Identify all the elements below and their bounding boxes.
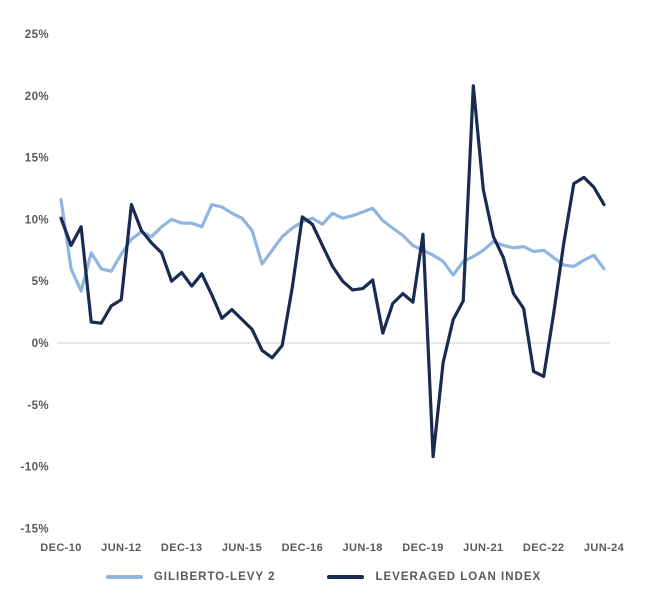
legend-swatch-giliberto-levy-2 bbox=[105, 575, 143, 579]
series-line-0-giliberto-levy-2 bbox=[59, 198, 606, 293]
y-axis-labels: 25% 20% 15% 10% 5% 0% -5% -10% -15% bbox=[21, 29, 49, 535]
x-tick-label: JUN-12 bbox=[101, 542, 141, 554]
y-tick-label: -5% bbox=[27, 400, 49, 412]
legend-label-giliberto-levy-2: GILIBERTO-LEVY 2 bbox=[153, 571, 276, 583]
x-tick-label: JUN-15 bbox=[222, 542, 262, 554]
legend: GILIBERTO-LEVY 2 LEVERAGED LOAN INDEX bbox=[0, 564, 647, 590]
y-tick-label: 5% bbox=[32, 276, 49, 288]
legend-swatch-leveraged-loan-index bbox=[327, 575, 365, 579]
x-axis-labels: DEC-10 JUN-12 DEC-13 JUN-15 DEC-16 JUN-18 DEC-… bbox=[40, 542, 624, 554]
y-tick-label: 10% bbox=[25, 214, 49, 226]
legend-item-giliberto-levy-2: GILIBERTO-LEVY 2 bbox=[105, 571, 276, 583]
y-tick-label: 25% bbox=[25, 29, 49, 41]
legend-label-leveraged-loan-index: LEVERAGED LOAN INDEX bbox=[375, 571, 542, 583]
x-tick-label: DEC-13 bbox=[161, 542, 203, 554]
y-tick-label: -15% bbox=[21, 523, 49, 535]
y-tick-label: 20% bbox=[25, 91, 49, 103]
series-line-1-leveraged-loan-index bbox=[59, 84, 606, 459]
x-tick-label: JUN-21 bbox=[463, 542, 503, 554]
x-tick-label: DEC-19 bbox=[402, 542, 444, 554]
x-tick-label: DEC-22 bbox=[523, 542, 565, 554]
series-lines bbox=[59, 84, 606, 459]
x-tick-label: JUN-18 bbox=[343, 542, 383, 554]
x-tick-label: DEC-10 bbox=[40, 542, 82, 554]
x-tick-label: JUN-24 bbox=[584, 542, 625, 554]
y-tick-label: 15% bbox=[25, 153, 49, 165]
y-tick-label: -10% bbox=[21, 462, 49, 474]
legend-item-leveraged-loan-index: LEVERAGED LOAN INDEX bbox=[327, 571, 541, 583]
y-tick-label: 0% bbox=[32, 338, 49, 350]
x-tick-label: DEC-16 bbox=[282, 542, 324, 554]
